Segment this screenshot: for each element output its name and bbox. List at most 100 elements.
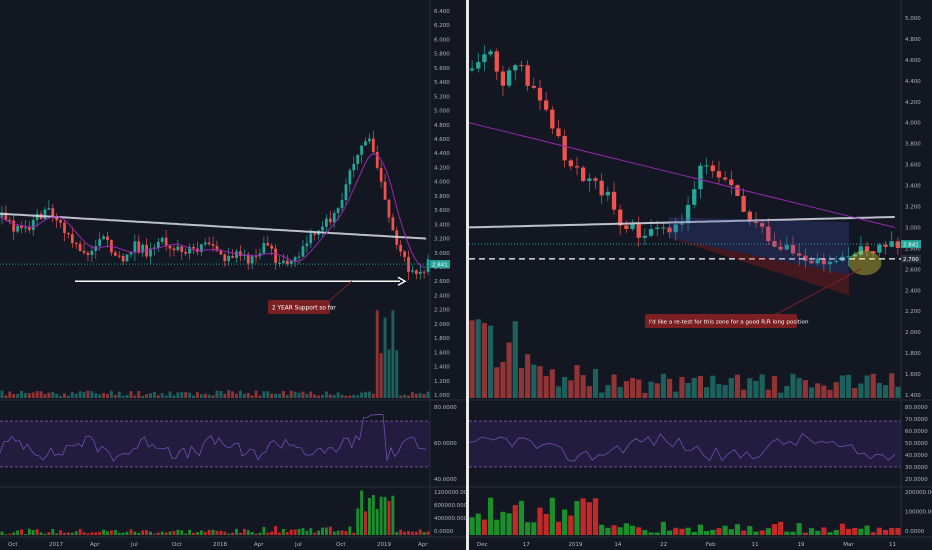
candle-body	[63, 222, 66, 233]
histogram-bar	[580, 498, 586, 535]
rsi-tick-label: 70.0000	[905, 417, 928, 423]
candle-body	[556, 128, 561, 137]
volume-bar	[215, 390, 219, 398]
histogram-bar	[321, 527, 324, 535]
volume-bar	[710, 375, 716, 398]
volume-bar	[391, 310, 395, 398]
candle-body	[667, 227, 672, 233]
price-tick-label: 1.400	[434, 365, 450, 371]
price-tick-label: 2.800	[905, 246, 921, 252]
price-tick-label: 1.800	[434, 336, 450, 342]
histogram-bar	[192, 532, 195, 535]
histogram-bar	[407, 531, 410, 535]
candle-body	[747, 211, 752, 222]
histogram-bar	[98, 531, 102, 535]
candle-body	[403, 251, 406, 257]
candle-body	[531, 85, 536, 88]
histogram-bar	[281, 528, 285, 535]
histogram-bar	[164, 532, 168, 535]
x-axis-label: 17	[523, 542, 530, 548]
x-axis-label: Apr	[90, 542, 100, 548]
candle-body	[74, 243, 78, 245]
candle-body	[20, 225, 23, 229]
volume-bar	[821, 385, 827, 398]
candle-body	[895, 241, 901, 249]
volume-bar	[70, 392, 74, 398]
histogram-bar	[289, 529, 293, 535]
histogram-bar	[673, 527, 679, 535]
volume-bar	[734, 374, 741, 398]
x-axis-label: Apr	[418, 542, 428, 548]
histogram-bar	[753, 531, 759, 535]
candle-body	[469, 68, 475, 71]
x-axis-label: Oct	[172, 542, 182, 548]
volume-bar	[141, 395, 145, 398]
histogram-bar	[82, 532, 86, 535]
x-axis-label: Oct	[336, 542, 346, 548]
rsi-line	[469, 432, 896, 462]
candle-body	[722, 177, 728, 180]
price-tick-label: 5.600	[434, 66, 450, 72]
price-tick-label: 1.600	[434, 350, 450, 356]
volume-bar	[285, 394, 289, 398]
price-tick-label: 3.200	[905, 205, 921, 211]
right-chart[interactable]: 5.000 4.800 4.600 4.400 4.200 4.000 3.800 3.600…	[469, 0, 932, 550]
volume-bar	[422, 394, 426, 398]
histogram-bar	[317, 530, 321, 535]
candle-body	[239, 251, 242, 256]
price-tick-label: 4.200	[434, 165, 450, 171]
candle-body	[82, 251, 86, 253]
volume-bar	[379, 353, 383, 398]
histogram-bar	[815, 530, 821, 535]
histogram-bar	[704, 531, 710, 535]
histogram-bar	[227, 533, 231, 535]
candle-body	[679, 223, 685, 225]
histogram-bar	[55, 533, 59, 535]
histogram-bar	[266, 532, 270, 535]
histogram-bar	[195, 532, 199, 535]
volume-bar	[309, 391, 313, 398]
x-axis-label: Mar	[843, 542, 854, 548]
volume-bar	[395, 350, 399, 398]
candle-body	[550, 109, 555, 129]
histogram-bar	[235, 528, 238, 535]
candle-body	[506, 70, 512, 86]
price-tick-label: 5.800	[434, 52, 450, 58]
volume-bar	[332, 394, 336, 398]
candle-body	[289, 260, 293, 264]
candle-body	[605, 191, 611, 196]
histogram-bar	[543, 513, 549, 535]
histogram-bar	[301, 528, 305, 535]
histogram-bar	[172, 531, 176, 535]
histogram-bar	[599, 524, 605, 535]
rsi-band	[469, 421, 901, 467]
panel-divider[interactable]	[466, 0, 469, 550]
candle-body	[729, 179, 734, 186]
candle-body	[199, 244, 203, 252]
price-tick-label: 3.400	[905, 184, 921, 190]
price-tick-label: 2.000	[905, 330, 921, 336]
volume-bar	[845, 374, 852, 398]
candle-body	[383, 181, 387, 200]
histogram-bar	[262, 526, 266, 535]
candle-body	[772, 240, 777, 247]
price-tick-label: 3.000	[905, 225, 921, 231]
candle-body	[262, 243, 266, 254]
histogram-bar	[808, 528, 815, 535]
left-chart[interactable]: 6.400 6.200 6.000 5.800 5.600 5.400 5.200 5.000…	[0, 0, 466, 550]
volume-bar	[149, 393, 152, 398]
last-price-label: 2.841	[432, 262, 448, 268]
histogram-bar	[796, 523, 802, 535]
candle-body	[321, 226, 324, 231]
candle-body	[360, 145, 363, 155]
volume-bar	[59, 395, 63, 398]
candle-body	[685, 204, 691, 224]
support-arrowhead	[397, 276, 407, 286]
histogram-bar	[63, 532, 66, 535]
histogram-bar	[285, 531, 289, 535]
histogram-bar	[199, 530, 203, 535]
volume-bar	[250, 395, 254, 398]
histogram-bar	[636, 527, 642, 535]
histogram-bar	[387, 500, 391, 535]
volume-bar	[8, 391, 12, 398]
